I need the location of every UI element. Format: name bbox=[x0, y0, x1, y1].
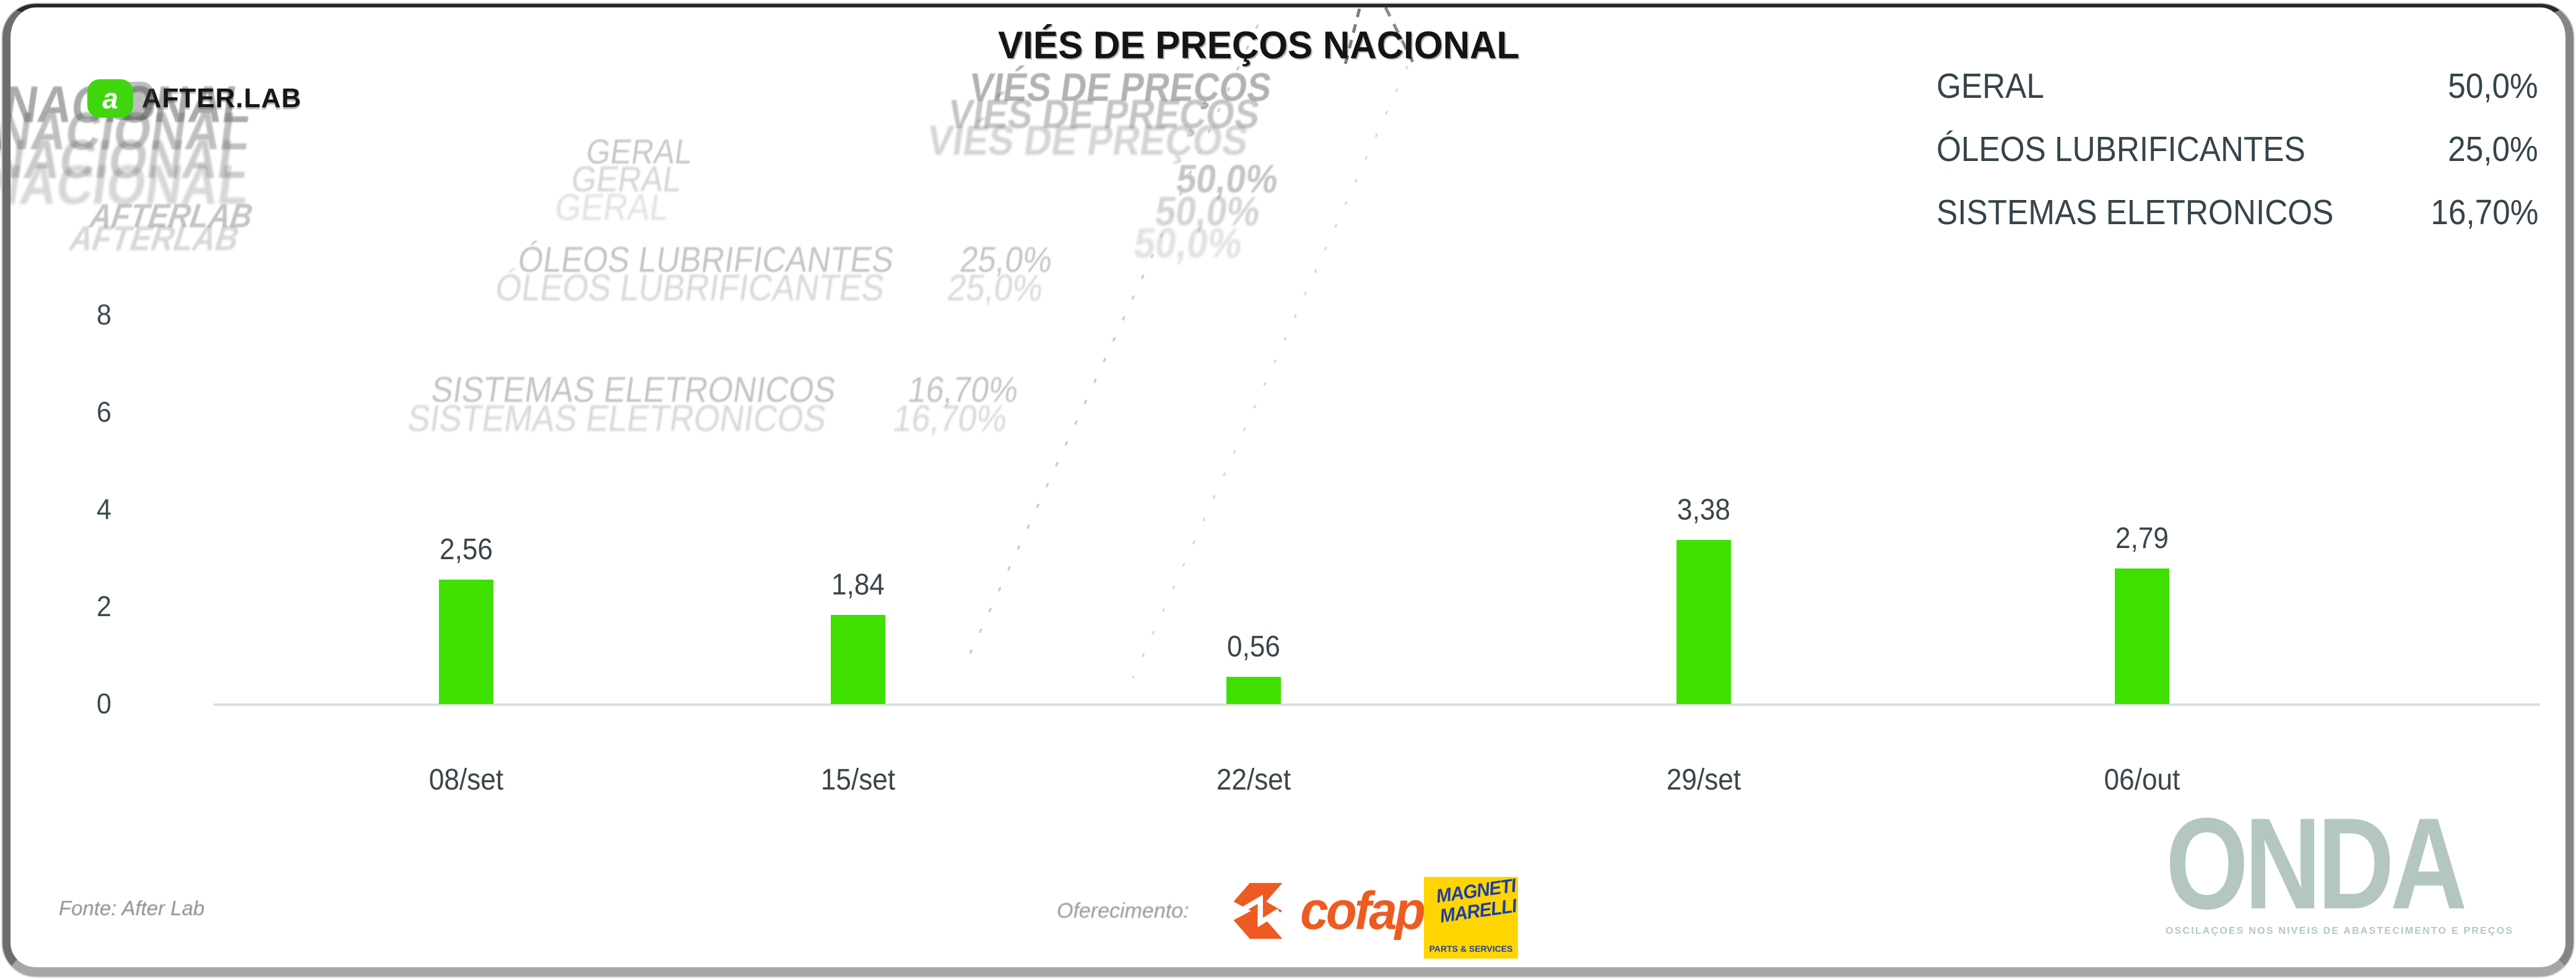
ghost-text: SISTEMAS ELETRONICOS bbox=[428, 370, 839, 410]
ghost-text: GERAL bbox=[552, 186, 672, 228]
afterlab-logo: a AFTER.LAB bbox=[87, 79, 301, 118]
bar-value-label: 3,38 bbox=[1677, 494, 1730, 526]
afterlab-logo-text: AFTER.LAB bbox=[142, 83, 302, 113]
y-axis-tick-label: 4 bbox=[96, 493, 111, 525]
bar-value-label: 0,56 bbox=[1227, 630, 1280, 663]
cofap-logo-text: cofap bbox=[1300, 881, 1426, 941]
cofap-icon bbox=[1233, 882, 1283, 939]
y-axis-tick-label: 0 bbox=[96, 687, 111, 720]
x-axis-label: 08/set bbox=[428, 764, 504, 796]
ghost-text: VIÉS DE PREÇOS bbox=[924, 117, 1251, 164]
x-axis-label: 29/set bbox=[1666, 764, 1741, 796]
legend-label: ÓLEOS LUBRIFICANTES bbox=[1936, 129, 2305, 169]
ghost-text: 25,0% bbox=[957, 240, 1055, 280]
bar-value-label: 2,79 bbox=[2115, 522, 2169, 555]
bar-value-label: 2,56 bbox=[440, 533, 493, 566]
bar-value-label: 1,84 bbox=[831, 568, 885, 601]
legend-row: ÓLEOS LUBRIFICANTES 25,0% bbox=[1936, 118, 2538, 181]
bar bbox=[831, 615, 885, 704]
sponsor-label: Oferecimento: bbox=[1057, 899, 1189, 923]
bar bbox=[1676, 540, 1731, 704]
afterlab-icon: a bbox=[87, 79, 133, 118]
ghost-text: AFTERLAB bbox=[87, 198, 255, 235]
magneti-marelli-logo: MAGNETI MARELLI PARTS & SERVICES bbox=[1424, 877, 1518, 959]
bar bbox=[2115, 568, 2169, 704]
x-axis-label: 15/set bbox=[820, 764, 896, 796]
page-title: VIÉS DE PREÇOS NACIONAL bbox=[998, 24, 1520, 67]
ghost-text: VIÉS DE PREÇOS bbox=[945, 91, 1263, 137]
legend-value: 50,0% bbox=[2448, 66, 2538, 106]
ghost-text: 50,0% bbox=[1131, 220, 1246, 267]
y-axis-tick-label: 2 bbox=[96, 590, 111, 622]
ghost-text: 16,70% bbox=[905, 370, 1021, 410]
ghost-text: GERAL bbox=[584, 132, 695, 171]
ghost-text: 16,70% bbox=[890, 398, 1010, 439]
marelli-subtitle: PARTS & SERVICES bbox=[1429, 944, 1513, 954]
legend-row: GERAL 50,0% bbox=[1936, 54, 2538, 118]
ghost-text: NACIONAL bbox=[0, 154, 254, 216]
legend-row: SISTEMAS ELETRONICOS 16,70% bbox=[1936, 181, 2538, 244]
ghost-text: SISTEMAS ELETRONICOS bbox=[405, 398, 830, 439]
ghost-text: 50,0% bbox=[1173, 157, 1281, 201]
legend-label: GERAL bbox=[1936, 66, 2044, 106]
ghost-text: GERAL bbox=[568, 159, 684, 199]
legend-label: SISTEMAS ELETRONICOS bbox=[1936, 193, 2334, 232]
onda-logo-text: ONDA bbox=[2166, 791, 2467, 936]
ghost-text: 25,0% bbox=[945, 267, 1046, 308]
bar bbox=[1226, 677, 1281, 704]
source-note: Fonte: After Lab bbox=[59, 897, 205, 920]
x-axis-line bbox=[214, 703, 2540, 706]
ghost-text: ÓLEOS LUBRIFICANTES bbox=[515, 240, 897, 280]
ghost-text: VIÉS DE PREÇOS bbox=[966, 65, 1275, 110]
ghost-text: ÓLEOS LUBRIFICANTES bbox=[493, 267, 888, 308]
onda-tagline: OSCILAÇOES NOS NIVEIS DE ABASTECIMENTO E… bbox=[2166, 926, 2514, 936]
ghost-text: NACIONAL bbox=[0, 128, 253, 189]
onda-logo: ONDA OSCILAÇOES NOS NIVEIS DE ABASTECIME… bbox=[2166, 791, 2537, 937]
y-axis-tick-label: 6 bbox=[96, 396, 111, 428]
y-axis-tick-label: 8 bbox=[96, 298, 111, 331]
cofap-logo: cofap bbox=[1229, 882, 1426, 940]
legend-value: 16,70% bbox=[2431, 193, 2538, 232]
ghost-text: 50,0% bbox=[1152, 188, 1264, 234]
bar bbox=[439, 580, 493, 704]
x-axis-label: 06/out bbox=[2104, 764, 2180, 796]
legend-value: 25,0% bbox=[2448, 129, 2538, 169]
x-axis-label: 22/set bbox=[1216, 764, 1291, 796]
legend: GERAL 50,0% ÓLEOS LUBRIFICANTES 25,0% SISTEM… bbox=[1936, 54, 2538, 244]
ghost-text: AFTERLAB bbox=[67, 219, 241, 258]
